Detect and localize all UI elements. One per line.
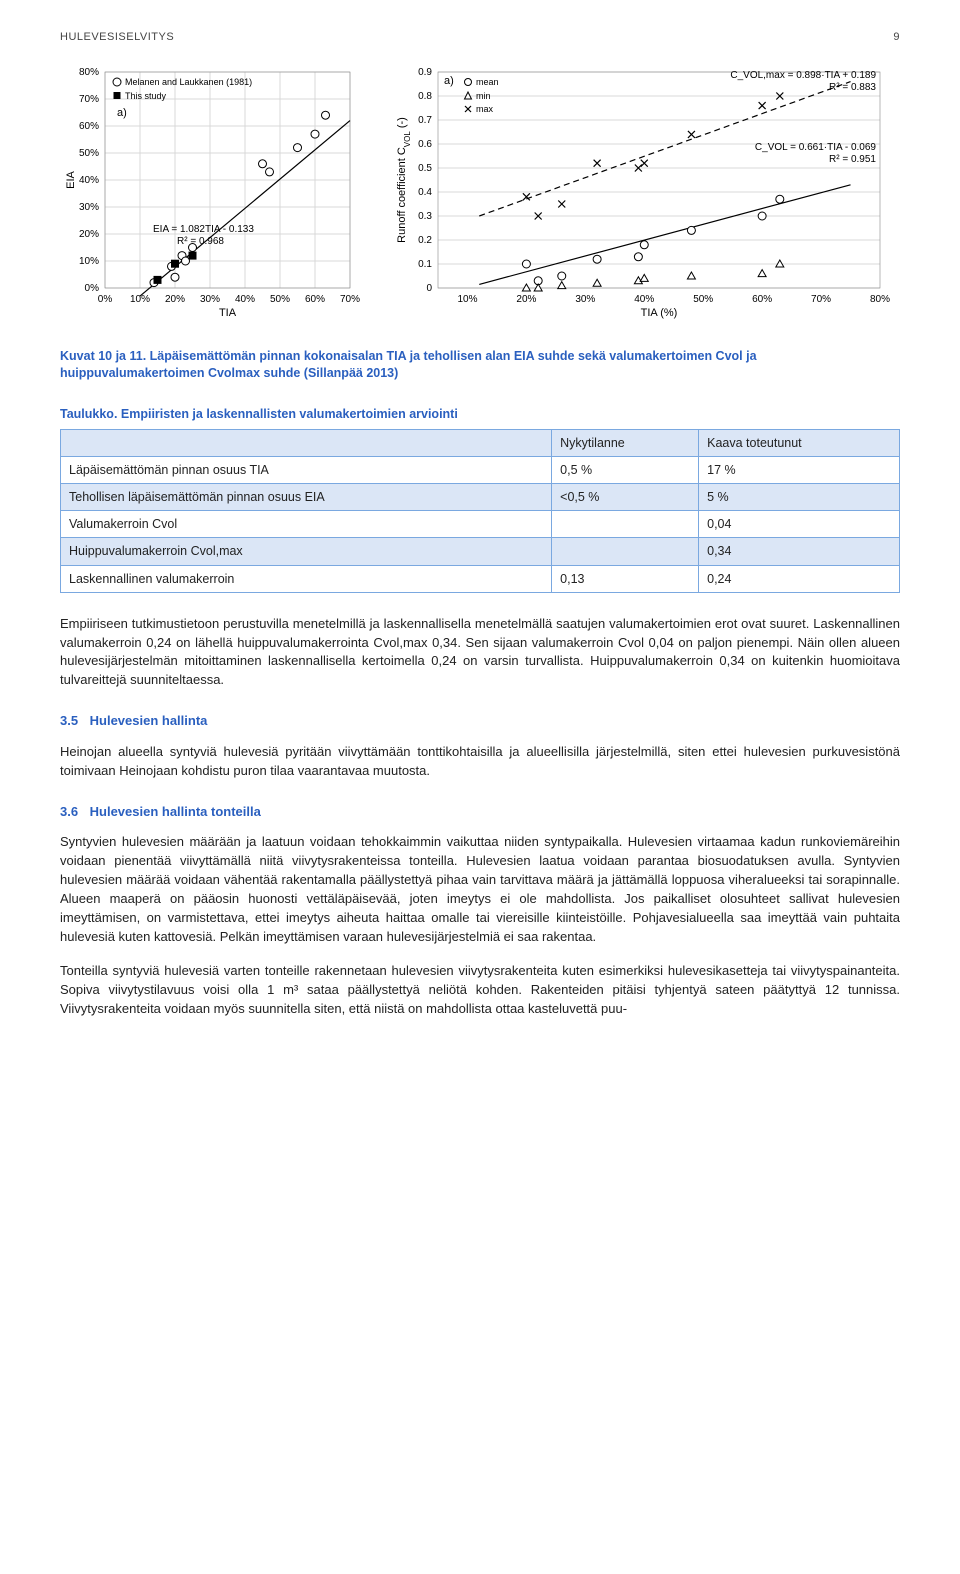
parameters-table: Nykytilanne Kaava toteutunut Läpäisemätt… <box>60 429 900 593</box>
svg-text:10%: 10% <box>79 256 99 267</box>
table-cell: 0,13 <box>552 565 699 592</box>
svg-text:0: 0 <box>426 283 432 294</box>
svg-text:40%: 40% <box>634 294 654 305</box>
svg-text:20%: 20% <box>516 294 536 305</box>
svg-text:20%: 20% <box>79 229 99 240</box>
svg-text:0%: 0% <box>85 283 100 294</box>
table-cell: Huippuvalumakerroin Cvol,max <box>61 538 552 565</box>
svg-text:50%: 50% <box>270 294 290 305</box>
table-row: Valumakerroin Cvol 0,04 <box>61 511 900 538</box>
header-right: 9 <box>893 30 900 46</box>
section-title: Hulevesien hallinta tonteilla <box>90 804 261 819</box>
svg-text:30%: 30% <box>200 294 220 305</box>
svg-text:60%: 60% <box>79 121 99 132</box>
table-cell <box>552 538 699 565</box>
svg-text:mean: mean <box>476 77 499 87</box>
table-cell: 0,04 <box>699 511 900 538</box>
body-paragraph: Heinojan alueella syntyviä hulevesiä pyr… <box>60 743 900 781</box>
svg-text:0.8: 0.8 <box>418 91 432 102</box>
svg-text:50%: 50% <box>693 294 713 305</box>
svg-text:C_VOL = 0.661·TIA - 0.069: C_VOL = 0.661·TIA - 0.069 <box>755 142 877 153</box>
body-paragraph: Syntyvien hulevesien määrään ja laatuun … <box>60 833 900 946</box>
table-cell: <0,5 % <box>552 484 699 511</box>
svg-text:0.5: 0.5 <box>418 163 432 174</box>
svg-text:10%: 10% <box>457 294 477 305</box>
svg-text:min: min <box>476 91 491 101</box>
section-heading-35: 3.5 Hulevesien hallinta <box>60 712 900 731</box>
svg-text:a): a) <box>444 75 454 87</box>
svg-text:TIA: TIA <box>219 307 237 319</box>
table-cell: Laskennallinen valumakerroin <box>61 565 552 592</box>
chart-cvol-tia: 10% 20% 30% 40% 50% 60% 70% 80% 0 0.1 0.2 0.3 0.4 0.5… <box>390 60 890 326</box>
section-number: 3.6 <box>60 803 86 822</box>
svg-text:R² = 0.968: R² = 0.968 <box>177 236 224 247</box>
table-cell: Tehollisen läpäisemättömän pinnan osuus … <box>61 484 552 511</box>
section-title: Hulevesien hallinta <box>90 713 208 728</box>
table-header-cell: Nykytilanne <box>552 429 699 456</box>
svg-text:0.1: 0.1 <box>418 259 432 270</box>
table-header-cell <box>61 429 552 456</box>
svg-text:Melanen and Laukkanen (1981): Melanen and Laukkanen (1981) <box>125 77 252 87</box>
table-cell: 0,24 <box>699 565 900 592</box>
charts-row: 0% 10% 20% 30% 40% 50% 60% 70% 0% 10% 20% 30% 40% 50%… <box>60 60 900 326</box>
table-row: Huippuvalumakerroin Cvol,max 0,34 <box>61 538 900 565</box>
table-title: Taulukko. Empiiristen ja laskennallisten… <box>60 405 900 423</box>
svg-text:max: max <box>476 104 494 114</box>
svg-text:0.6: 0.6 <box>418 139 432 150</box>
svg-text:70%: 70% <box>811 294 831 305</box>
svg-text:R² = 0.951: R² = 0.951 <box>829 154 876 165</box>
svg-text:EIA = 1.082TIA - 0.133: EIA = 1.082TIA - 0.133 <box>153 224 254 235</box>
section-number: 3.5 <box>60 712 86 731</box>
svg-text:40%: 40% <box>235 294 255 305</box>
svg-text:0.9: 0.9 <box>418 67 432 78</box>
table-header-row: Nykytilanne Kaava toteutunut <box>61 429 900 456</box>
svg-text:70%: 70% <box>340 294 360 305</box>
table-cell: 5 % <box>699 484 900 511</box>
svg-text:50%: 50% <box>79 148 99 159</box>
svg-text:0.3: 0.3 <box>418 211 432 222</box>
svg-text:0.7: 0.7 <box>418 115 432 126</box>
table-row: Tehollisen läpäisemättömän pinnan osuus … <box>61 484 900 511</box>
svg-text:This study: This study <box>125 91 167 101</box>
chart-eia-tia: 0% 10% 20% 30% 40% 50% 60% 70% 0% 10% 20% 30% 40% 50%… <box>60 60 360 326</box>
table-cell <box>552 511 699 538</box>
figure-caption: Kuvat 10 ja 11. Läpäisemättömän pinnan k… <box>60 348 900 383</box>
svg-text:Runoff coefficient CVOL (-): Runoff coefficient CVOL (-) <box>396 117 412 243</box>
svg-text:80%: 80% <box>870 294 890 305</box>
body-paragraph: Tonteilla syntyviä hulevesiä varten tont… <box>60 962 900 1019</box>
svg-text:30%: 30% <box>575 294 595 305</box>
svg-text:C_VOL,max = 0.898·TIA + 0.189: C_VOL,max = 0.898·TIA + 0.189 <box>730 70 876 81</box>
svg-text:0.2: 0.2 <box>418 235 432 246</box>
svg-text:40%: 40% <box>79 175 99 186</box>
svg-text:80%: 80% <box>79 67 99 78</box>
svg-text:0.4: 0.4 <box>418 187 432 198</box>
body-paragraph: Empiiriseen tutkimustietoon perustuvilla… <box>60 615 900 690</box>
svg-text:EIA: EIA <box>65 170 77 188</box>
header-left: HULEVESISELVITYS <box>60 30 174 46</box>
table-row: Läpäisemättömän pinnan osuus TIA 0,5 % 1… <box>61 457 900 484</box>
svg-text:a): a) <box>117 107 127 119</box>
svg-text:70%: 70% <box>79 94 99 105</box>
table-cell: 17 % <box>699 457 900 484</box>
svg-text:60%: 60% <box>305 294 325 305</box>
svg-text:TIA (%): TIA (%) <box>641 307 678 319</box>
svg-text:10%: 10% <box>130 294 150 305</box>
table-cell: 0,5 % <box>552 457 699 484</box>
table-row: Laskennallinen valumakerroin 0,13 0,24 <box>61 565 900 592</box>
table-cell: 0,34 <box>699 538 900 565</box>
table-cell: Läpäisemättömän pinnan osuus TIA <box>61 457 552 484</box>
table-cell: Valumakerroin Cvol <box>61 511 552 538</box>
svg-text:60%: 60% <box>752 294 772 305</box>
section-heading-36: 3.6 Hulevesien hallinta tonteilla <box>60 803 900 822</box>
table-header-cell: Kaava toteutunut <box>699 429 900 456</box>
svg-text:0%: 0% <box>98 294 113 305</box>
page-header: HULEVESISELVITYS 9 <box>60 30 900 46</box>
svg-text:R² = 0.883: R² = 0.883 <box>829 82 876 93</box>
svg-text:20%: 20% <box>165 294 185 305</box>
svg-text:30%: 30% <box>79 202 99 213</box>
